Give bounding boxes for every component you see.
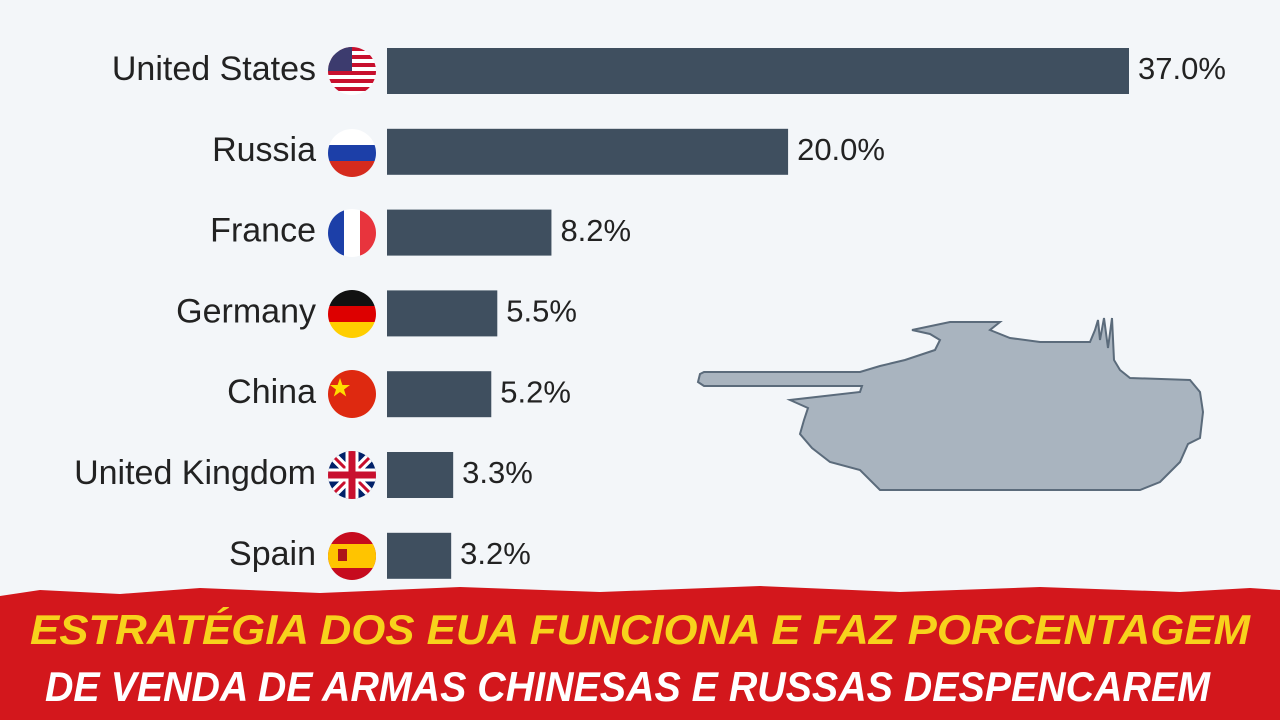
category-label: Germany bbox=[176, 292, 316, 330]
value-label: 3.2% bbox=[460, 536, 531, 571]
category-label: United Kingdom bbox=[74, 454, 316, 492]
bar bbox=[387, 532, 452, 579]
value-label: 8.2% bbox=[560, 213, 631, 248]
category-label: Spain bbox=[229, 535, 316, 573]
value-label: 5.2% bbox=[500, 374, 571, 409]
bar bbox=[387, 128, 789, 175]
flag-uk bbox=[328, 451, 376, 499]
flags bbox=[328, 47, 376, 580]
category-label: Russia bbox=[212, 131, 316, 169]
banner-line-2: DE VENDA DE ARMAS CHINESAS E RUSSAS DESP… bbox=[45, 663, 1211, 710]
banner bbox=[0, 586, 1280, 720]
value-label: 20.0% bbox=[797, 132, 885, 167]
value-label: 37.0% bbox=[1138, 51, 1226, 86]
flag-germany bbox=[328, 290, 376, 338]
banner-line-1: ESTRATÉGIA DOS EUA FUNCIONA E FAZ PORCEN… bbox=[30, 606, 1251, 653]
flag-spain bbox=[328, 532, 376, 580]
category-label: United States bbox=[112, 50, 316, 88]
flag-china bbox=[328, 370, 376, 418]
tank-illustration bbox=[696, 317, 1205, 491]
category-label: China bbox=[227, 373, 316, 411]
value-label: 3.3% bbox=[462, 455, 533, 490]
bar bbox=[387, 48, 1129, 94]
bar bbox=[387, 371, 492, 418]
bar bbox=[387, 452, 454, 498]
flag-france bbox=[328, 209, 376, 257]
flag-russia bbox=[328, 129, 376, 177]
bar bbox=[387, 209, 552, 256]
value-label: 5.5% bbox=[506, 294, 577, 329]
flag-us bbox=[328, 47, 376, 95]
bar bbox=[387, 290, 498, 337]
category-label: France bbox=[210, 212, 316, 250]
